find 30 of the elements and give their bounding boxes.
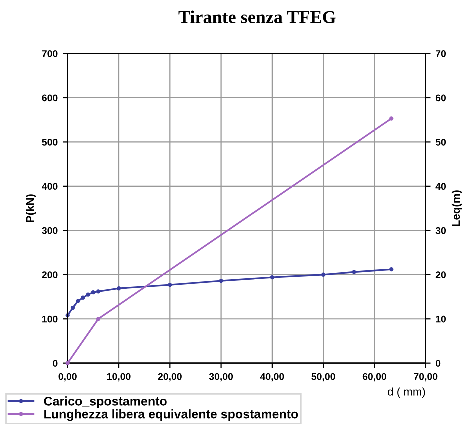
legend-label: Carico_spostamento [44, 396, 167, 408]
y2-tick-label: 60 [436, 94, 446, 102]
y-tick-label: 200 [42, 272, 58, 279]
y2-tick-label: 70 [436, 50, 446, 58]
y2-tick-label: 50 [436, 138, 446, 146]
x-tick-label: 0,00 [58, 373, 77, 382]
x-tick-label: 30,00 [209, 373, 234, 382]
y-tick-label: 100 [42, 316, 58, 323]
x-tick-label: 60,00 [362, 373, 386, 382]
y2-tick-label: 40 [436, 183, 446, 190]
y-tick-label: 0 [53, 360, 58, 367]
y-tick-label: 600 [42, 94, 58, 102]
y-tick-label: 400 [42, 183, 58, 190]
y2-tick-label: 10 [436, 316, 446, 323]
x-axis-title: d ( mm) [388, 388, 426, 398]
y2-tick-label: 20 [436, 272, 446, 279]
y2-tick-label: 0 [436, 360, 441, 367]
chart-title: Tirante senza TFEG [178, 10, 336, 24]
y-tick-label: 700 [42, 50, 58, 58]
x-tick-label: 50,00 [312, 373, 336, 382]
x-tick-label: 40,00 [260, 373, 284, 382]
y-tick-label: 300 [42, 227, 58, 234]
x-tick-label: 10,00 [107, 373, 131, 382]
legend-label: Lunghezza libera equivalente spostamento [44, 410, 298, 422]
y-tick-label: 500 [42, 138, 58, 146]
x-tick-label: 20,00 [158, 373, 182, 382]
y-axis-title: P(kN) [26, 194, 36, 222]
x-tick-label: 70,00 [414, 373, 438, 382]
y2-tick-label: 30 [436, 227, 446, 234]
y2-axis-title: Leq(m) [452, 190, 462, 226]
